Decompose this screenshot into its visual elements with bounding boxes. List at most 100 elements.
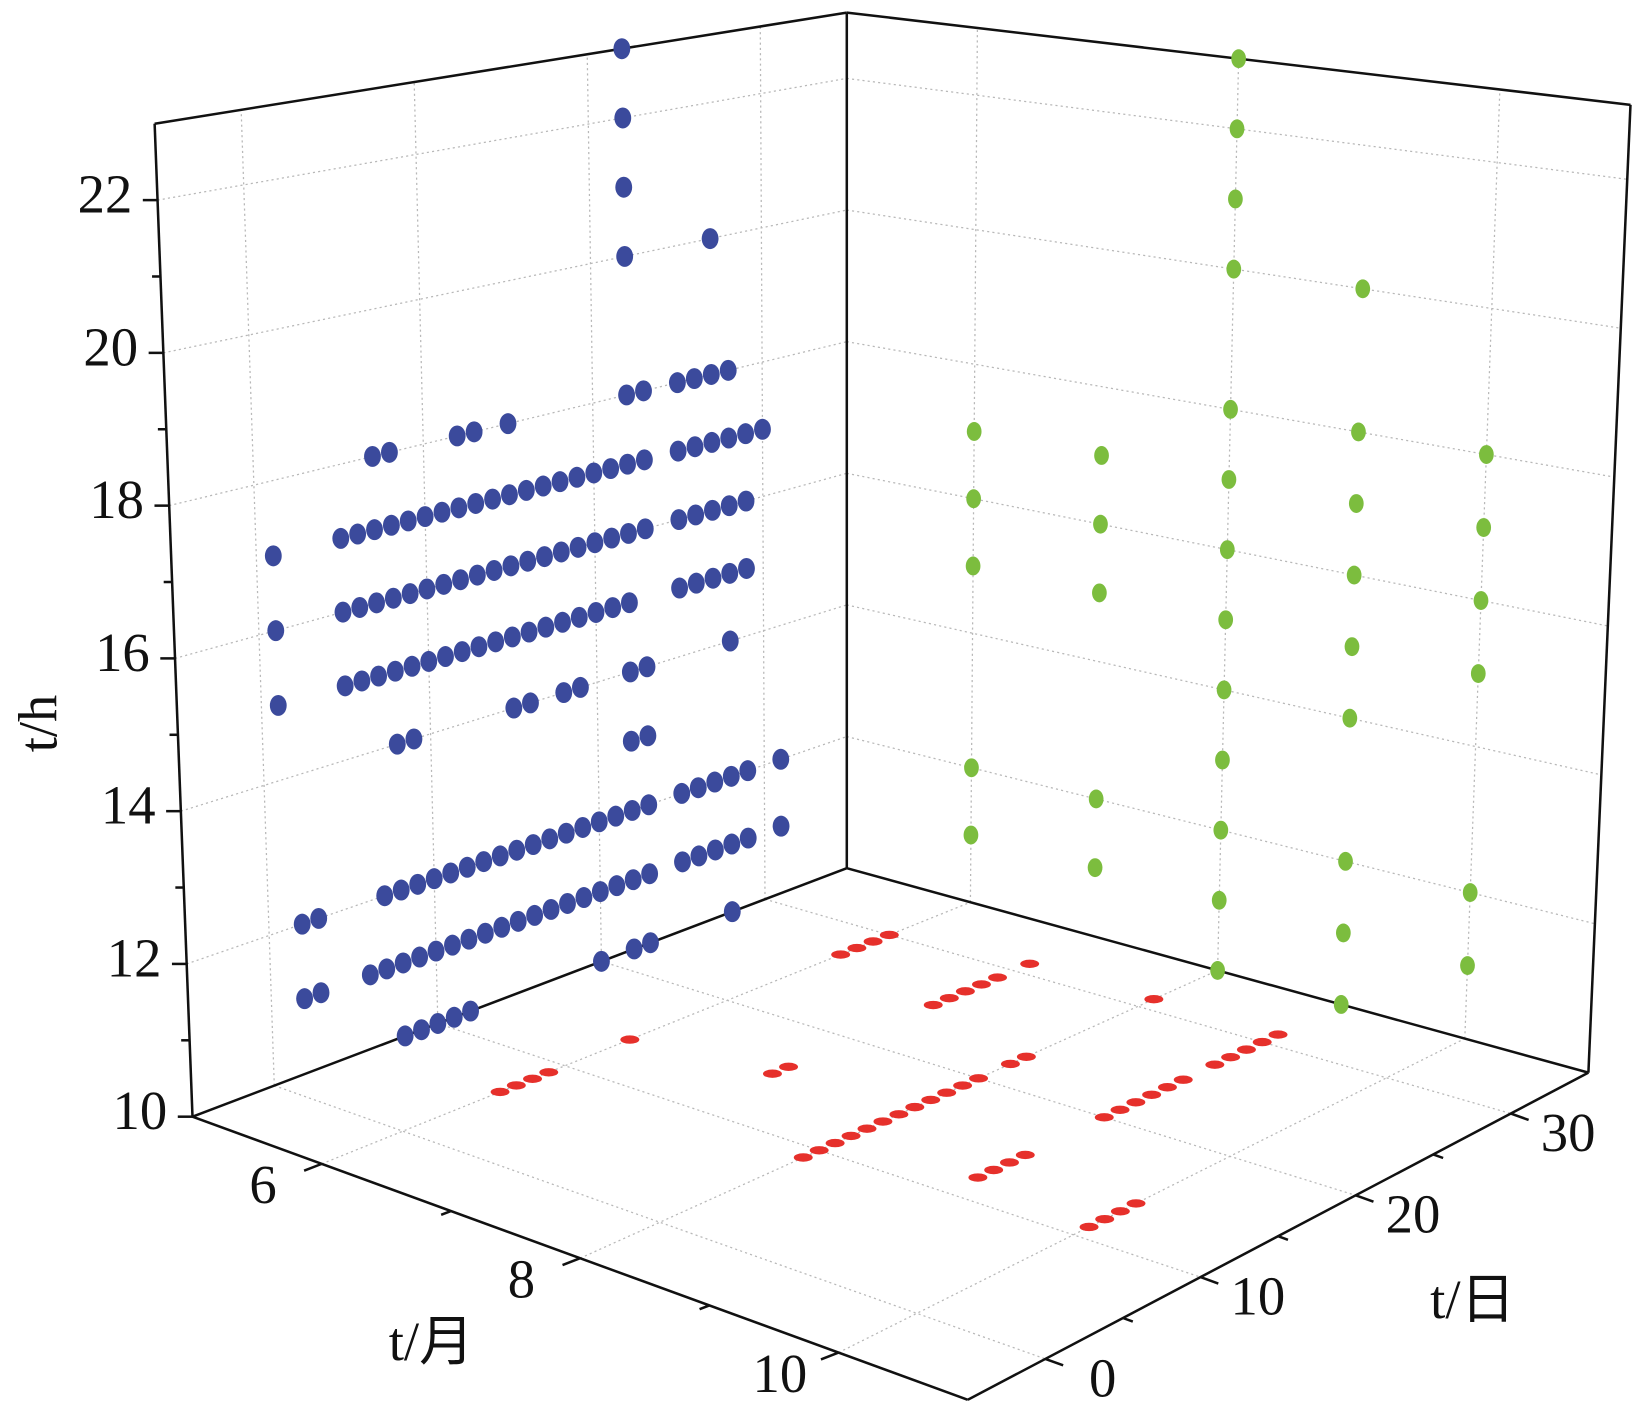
point — [963, 825, 979, 845]
z-axis-title: t/h — [8, 695, 69, 753]
point — [403, 655, 421, 677]
point — [585, 462, 603, 484]
point — [396, 1025, 414, 1047]
point — [1205, 1060, 1225, 1069]
point — [968, 1173, 988, 1182]
minor-tick — [1432, 1153, 1444, 1160]
grid-line — [437, 1022, 1201, 1278]
point — [1126, 1098, 1146, 1107]
point — [1231, 49, 1247, 69]
z-tick-label: 14 — [101, 775, 156, 836]
point — [376, 885, 394, 907]
point — [863, 937, 883, 946]
point — [555, 682, 573, 704]
point — [575, 887, 593, 909]
x-axis-title: t/月 — [389, 1311, 474, 1372]
point — [720, 427, 738, 449]
point — [618, 384, 635, 406]
point — [720, 495, 738, 517]
point — [382, 514, 400, 536]
point — [452, 569, 469, 591]
point — [965, 556, 981, 576]
point — [572, 676, 589, 698]
grid-line — [240, 109, 275, 1086]
box-edge — [1587, 104, 1632, 1073]
point — [425, 868, 443, 890]
z-tick-label: 20 — [83, 316, 138, 377]
point — [1087, 858, 1103, 878]
point — [964, 758, 979, 778]
point — [416, 506, 434, 528]
point — [674, 851, 691, 873]
point — [923, 1000, 943, 1010]
point — [517, 479, 535, 501]
point — [1213, 820, 1229, 840]
point — [1079, 1222, 1099, 1232]
grid-line — [838, 1038, 1466, 1354]
point — [485, 559, 503, 581]
point — [378, 958, 396, 980]
point — [1344, 637, 1360, 657]
point — [552, 541, 570, 563]
grid-line — [163, 209, 847, 354]
minor-tick — [1122, 1316, 1134, 1323]
point — [568, 466, 586, 488]
point — [493, 916, 511, 938]
point — [587, 601, 605, 623]
box-edge — [192, 867, 848, 1118]
x-axis — [192, 1115, 969, 1401]
point — [269, 694, 287, 716]
point — [1095, 1214, 1115, 1224]
point — [703, 431, 721, 453]
point — [450, 497, 468, 519]
point — [1223, 399, 1238, 419]
point — [312, 982, 330, 1004]
point — [1470, 664, 1486, 683]
point — [739, 760, 757, 782]
point — [462, 1000, 479, 1022]
point — [1221, 470, 1237, 489]
point — [476, 922, 494, 944]
z-tick-label: 18 — [89, 469, 144, 530]
point — [607, 805, 625, 827]
point — [702, 363, 720, 385]
point — [1020, 959, 1040, 969]
point — [586, 532, 604, 554]
z-tick-label: 16 — [95, 622, 150, 683]
point — [418, 578, 436, 600]
point — [392, 879, 410, 901]
point — [673, 782, 691, 804]
point — [1473, 591, 1489, 610]
point — [1015, 1150, 1035, 1160]
point — [351, 597, 369, 618]
point — [704, 499, 721, 521]
point — [1226, 259, 1242, 279]
point — [701, 228, 719, 250]
point — [622, 730, 640, 752]
point — [779, 1062, 799, 1072]
point — [966, 422, 982, 441]
point — [468, 564, 486, 586]
point — [809, 1146, 829, 1155]
point — [508, 839, 526, 861]
point — [793, 1153, 813, 1162]
point — [754, 418, 771, 440]
point — [857, 1124, 877, 1133]
point — [623, 799, 641, 821]
point — [491, 845, 509, 867]
point — [619, 453, 636, 475]
point — [520, 621, 538, 643]
y-tick-label: 30 — [1541, 1102, 1596, 1163]
point — [641, 863, 659, 885]
point — [669, 440, 687, 462]
point — [1348, 494, 1364, 513]
point — [670, 509, 688, 531]
point — [381, 441, 398, 463]
point — [937, 1088, 957, 1097]
point — [509, 910, 527, 932]
point — [841, 1131, 861, 1141]
point — [353, 670, 371, 692]
point — [442, 862, 460, 884]
point — [1094, 1113, 1114, 1122]
point — [487, 631, 505, 653]
